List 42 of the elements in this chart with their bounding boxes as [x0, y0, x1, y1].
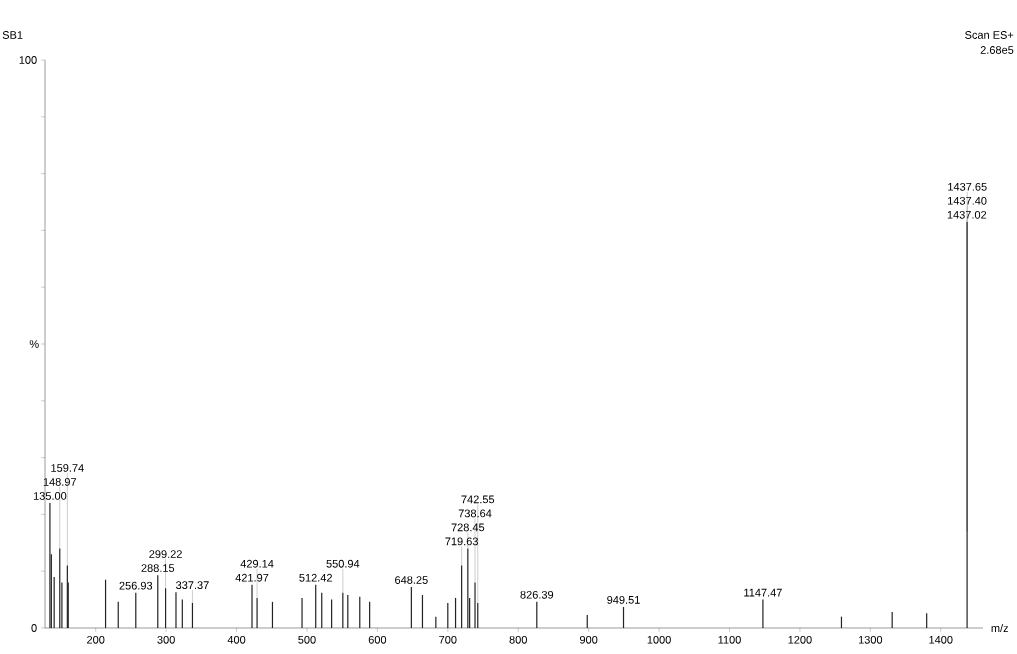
annotation: 738.64: [458, 509, 492, 518]
annotation: 148.97: [43, 478, 77, 486]
annotation: 159.74: [51, 464, 84, 472]
text: 2.68e5: [980, 46, 1014, 54]
x-tick-label: 500: [298, 635, 316, 644]
annotation: 1437.65: [948, 182, 987, 191]
y-tick-label: 0: [31, 624, 37, 632]
annotation: 135.00: [33, 492, 67, 500]
x-tick-label: 800: [509, 635, 527, 644]
annotation: 1147.47: [744, 588, 782, 597]
annotation: 512.42: [299, 573, 332, 582]
y-tick-label: 100: [19, 56, 37, 64]
chart-title: SB1: [2, 31, 23, 39]
annotation: 288.15: [141, 564, 175, 572]
x-tick-label: 1100: [718, 635, 741, 644]
annotation: 742.55: [461, 495, 495, 504]
annotation: 826.39: [520, 590, 554, 599]
x-tick-label: 1300: [858, 635, 883, 644]
x-tick-label: 300: [157, 635, 175, 644]
x-tick-label: 400: [227, 635, 246, 644]
annotation: 1437.02: [947, 210, 987, 219]
annotation: 429.14: [240, 559, 274, 568]
annotation: 550.94: [326, 559, 360, 568]
annotation: 299.22: [149, 550, 182, 558]
annotation: 949.51: [607, 596, 640, 604]
y-axis-title: %: [29, 340, 39, 348]
annotation: 648.25: [395, 576, 428, 584]
x-axis-title: m/z: [991, 623, 1009, 633]
x-tick-label: 1400: [929, 635, 953, 644]
annotation: 719.63: [445, 537, 478, 546]
text: Scan ES+: [965, 31, 1014, 39]
x-tick-label: 1200: [788, 635, 812, 644]
annotation: 256.93: [119, 581, 153, 590]
annotation: 421.97: [235, 573, 269, 582]
x-tick-label: 200: [87, 635, 105, 644]
x-tick-label: 900: [579, 635, 598, 644]
annotation: 1437.40: [948, 196, 987, 205]
annotation: 728.45: [451, 523, 485, 532]
x-tick-label: 600: [368, 635, 387, 644]
annotation: 337.37: [176, 581, 209, 590]
x-tick-label: 1000: [647, 635, 671, 644]
x-tick-label: 700: [439, 635, 457, 644]
